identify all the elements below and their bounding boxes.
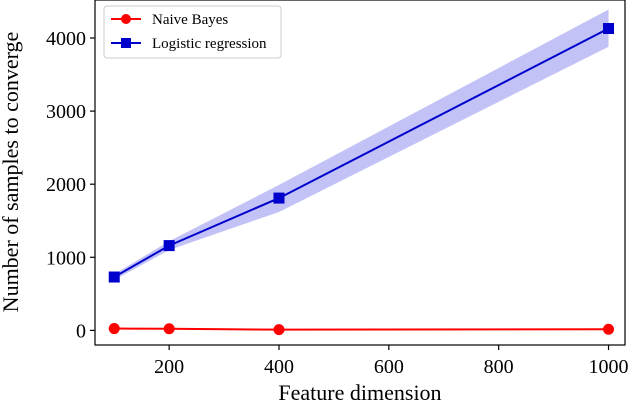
y-tick-label: 3000 <box>46 101 86 123</box>
legend: Naive Bayes Logistic regression <box>103 5 282 59</box>
series-line-naive-bayes <box>114 327 609 331</box>
x-axis-title: Feature dimension <box>278 380 441 405</box>
data-point-naive-bayes <box>108 323 120 335</box>
lines-layer <box>108 23 615 336</box>
data-point-logistic-regression <box>273 192 285 204</box>
plot-frame <box>94 0 626 346</box>
x-tick-label: 1000 <box>589 356 629 378</box>
series-line-logistic-regression <box>113 27 609 278</box>
bands-layer <box>114 9 609 280</box>
y-tick-label: 4000 <box>46 28 86 50</box>
legend-label-naive-bayes: Naive Bayes <box>152 12 228 28</box>
y-tick-label: 0 <box>76 320 86 342</box>
y-tick-label: 2000 <box>46 174 86 196</box>
y-tick-label: 1000 <box>46 247 86 269</box>
legend-marker-naive-bayes <box>121 14 131 24</box>
x-tick-label: 400 <box>264 356 294 378</box>
data-point-logistic-regression <box>163 240 175 252</box>
x-tick-label: 200 <box>154 356 184 378</box>
data-point-naive-bayes <box>603 323 615 335</box>
ticks-layer: 200 400 600 800 1000 0 1000 2000 3000 4000 <box>46 28 629 378</box>
data-point-naive-bayes <box>273 324 285 336</box>
data-point-logistic-regression <box>108 271 120 283</box>
legend-label-logistic-regression: Logistic regression <box>152 36 267 52</box>
x-tick-label: 800 <box>484 356 514 378</box>
confidence-band-logistic-regression <box>114 9 609 280</box>
legend-box <box>103 5 282 59</box>
x-tick-label: 600 <box>374 356 404 378</box>
data-point-logistic-regression <box>603 23 615 35</box>
y-axis-title: Number of samples to converge <box>0 32 23 313</box>
legend-marker-logistic-regression <box>121 38 131 48</box>
data-point-naive-bayes <box>163 323 175 335</box>
